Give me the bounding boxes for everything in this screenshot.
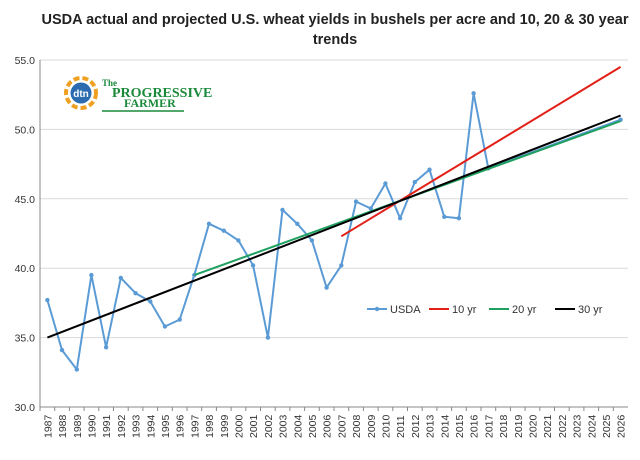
data-point	[118, 275, 124, 281]
x-tick-label: 2014	[439, 414, 451, 438]
data-point	[368, 206, 373, 211]
x-tick-label: 1987	[42, 414, 54, 438]
data-point	[206, 221, 212, 226]
series-layer	[45, 66, 623, 372]
dtn-progressive-farmer-logo: dtn The PROGRESSIVE FARMER	[64, 76, 212, 112]
legend-label: 10 yr	[452, 304, 477, 316]
x-tick-label: 2010	[380, 414, 392, 438]
legend-label: USDA	[390, 304, 421, 316]
data-point	[295, 221, 300, 226]
data-point	[353, 199, 359, 204]
x-tick-label: 2016	[469, 414, 481, 438]
x-tick-label: 2026	[616, 414, 628, 438]
legend-marker	[374, 306, 380, 312]
x-tick-label: 2022	[557, 414, 569, 438]
axis-layer: 30.0 35.0 40.0 45.0 50.0 55.0 1987 1988 1989 1990…	[15, 55, 628, 438]
x-tick-label: 2007	[336, 414, 348, 438]
x-tick-label: 2019	[513, 414, 525, 438]
data-point	[45, 297, 50, 303]
x-tick-label: 2013	[425, 414, 437, 438]
x-tick-label: 2000	[233, 414, 245, 438]
x-tick-label: 1994	[145, 414, 157, 438]
data-point	[427, 167, 432, 172]
data-point	[221, 228, 226, 233]
data-point	[456, 216, 462, 221]
x-tick-label: 2002	[263, 414, 275, 438]
y-tick-label: 30.0	[15, 402, 36, 414]
x-tick-label: 2001	[248, 414, 260, 438]
y-tick-label: 45.0	[15, 194, 36, 206]
x-tick-label: 1989	[72, 414, 84, 438]
x-tick-label: 2015	[454, 414, 466, 438]
data-point	[339, 263, 344, 268]
data-point	[383, 181, 388, 186]
x-tick-label: 1991	[101, 414, 113, 438]
series-line-30-yr	[47, 114, 621, 339]
legend-label: 20 yr	[512, 304, 537, 316]
chart-title: USDA actual and projected U.S. wheat yie…	[41, 12, 629, 48]
x-tick-label: 2018	[498, 414, 510, 438]
dtn-badge-core	[70, 82, 92, 104]
x-tick-label: 2011	[395, 415, 407, 438]
data-point	[89, 272, 94, 278]
x-tick-label: 1995	[160, 414, 172, 438]
x-tick-label: 2017	[483, 414, 495, 438]
y-tick-label: 35.0	[15, 333, 36, 345]
x-tick-label: 2008	[351, 414, 363, 438]
data-point	[250, 263, 256, 268]
data-point	[148, 299, 153, 304]
x-tick-label: 1999	[219, 414, 231, 438]
data-point	[236, 238, 241, 243]
data-point	[471, 91, 476, 96]
x-tick-label: 1993	[131, 414, 143, 438]
y-tick-label: 55.0	[15, 55, 36, 67]
dtn-badge-text: dtn	[73, 89, 89, 100]
x-tick-label: 1990	[86, 414, 98, 438]
y-tick-label: 40.0	[15, 263, 36, 275]
x-tick-label: 2009	[366, 414, 378, 438]
logo-line-2: PROGRESSIVE	[112, 86, 212, 101]
data-point	[442, 214, 447, 219]
legend: USDA 10 yr 20 yr 30 yr	[367, 304, 603, 316]
x-tick-label: 2005	[307, 414, 319, 438]
y-tick-label: 50.0	[15, 124, 36, 136]
x-tick-label: 2023	[572, 414, 584, 438]
legend-label: 30 yr	[578, 304, 603, 316]
series-line-10-yr	[340, 66, 622, 238]
x-tick-label: 1996	[175, 414, 187, 438]
x-tick-label: 1992	[116, 414, 128, 438]
x-tick-label: 2025	[601, 414, 613, 438]
x-tick-label: 2021	[542, 414, 554, 438]
data-point	[397, 216, 403, 221]
x-tick-label: 2012	[410, 414, 422, 438]
data-point	[133, 291, 138, 296]
data-point	[265, 335, 271, 340]
grid-layer	[40, 59, 628, 408]
data-point	[59, 347, 65, 353]
x-tick-label: 2024	[586, 414, 598, 438]
x-tick-label: 1988	[57, 414, 69, 438]
x-tick-label: 2003	[278, 414, 290, 438]
x-tick-label: 1997	[189, 414, 201, 438]
data-point	[177, 317, 182, 322]
dtn-badge-ring	[64, 76, 98, 110]
data-point	[412, 179, 417, 185]
data-point	[280, 207, 285, 213]
series-line-usda	[46, 92, 621, 371]
x-tick-label: 1998	[204, 414, 216, 438]
x-tick-label: 2006	[322, 414, 334, 438]
data-point	[309, 238, 315, 243]
data-point	[324, 285, 329, 290]
data-point	[162, 324, 168, 329]
logo-line-1: The	[102, 78, 117, 88]
x-tick-label: 2004	[292, 414, 304, 438]
logo-line-3: FARMER	[124, 96, 176, 110]
data-point	[103, 345, 109, 350]
data-point	[74, 367, 80, 372]
x-tick-label: 2020	[527, 414, 539, 438]
